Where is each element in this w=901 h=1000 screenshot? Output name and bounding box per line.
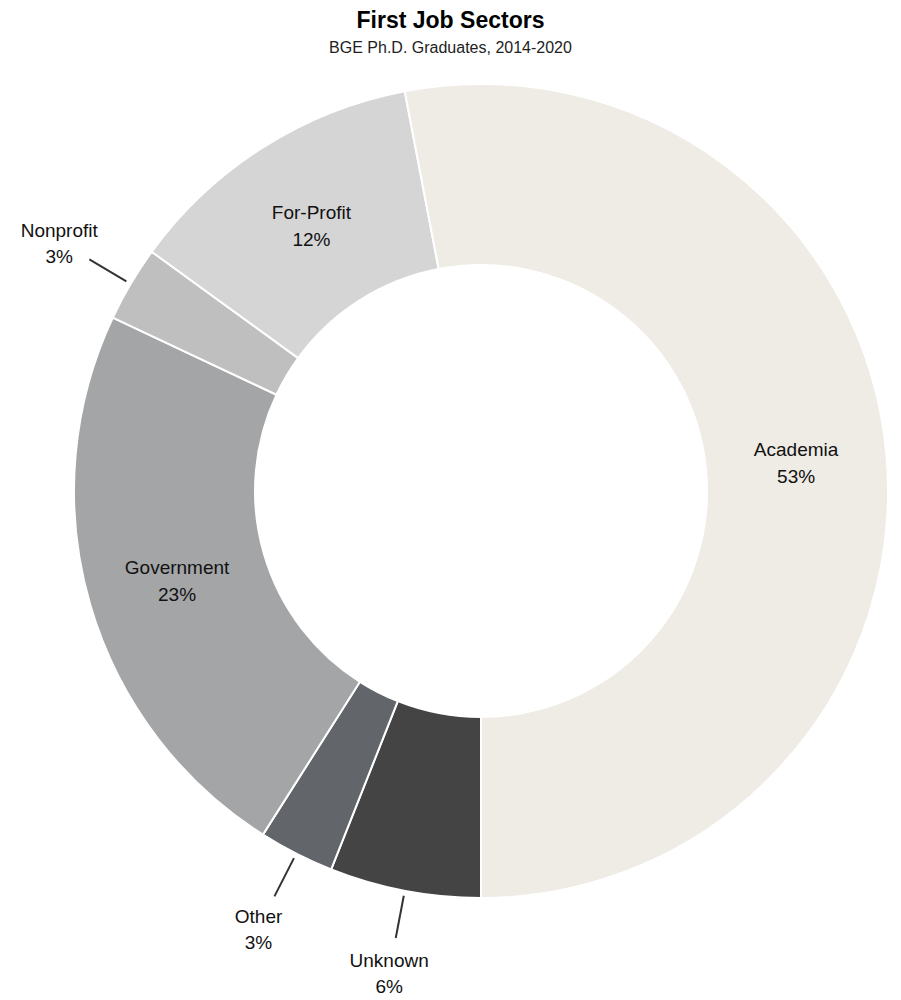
slice-label: For-Profit — [272, 202, 352, 223]
slice — [405, 84, 888, 898]
value-label: 53% — [777, 466, 815, 487]
value-label: 12% — [292, 229, 330, 250]
leader-line — [396, 896, 404, 938]
slice-label: Academia — [754, 439, 839, 460]
slice-label: Other — [235, 906, 283, 927]
slice — [74, 318, 360, 835]
value-label: 3% — [46, 246, 74, 267]
labels: Unknown 6% Other 3% Government 23% Nonprofit 3%… — [21, 202, 839, 998]
slice — [152, 91, 439, 358]
subtitle: BGE Ph.D. Graduates, 2014-2020 — [329, 39, 572, 56]
slice-label: Nonprofit — [21, 220, 99, 241]
value-label: 23% — [158, 584, 196, 605]
slice-label: Government — [125, 557, 230, 578]
slices — [74, 84, 888, 898]
value-label: 6% — [375, 976, 403, 997]
chart: First Job Sectors BGE Ph.D. Graduates, 20… — [0, 0, 901, 1000]
slice-label: Unknown — [350, 950, 429, 971]
leader-line — [89, 259, 126, 281]
value-label: 3% — [245, 932, 273, 953]
leader-line — [274, 858, 294, 896]
title: First Job Sectors — [357, 7, 545, 33]
